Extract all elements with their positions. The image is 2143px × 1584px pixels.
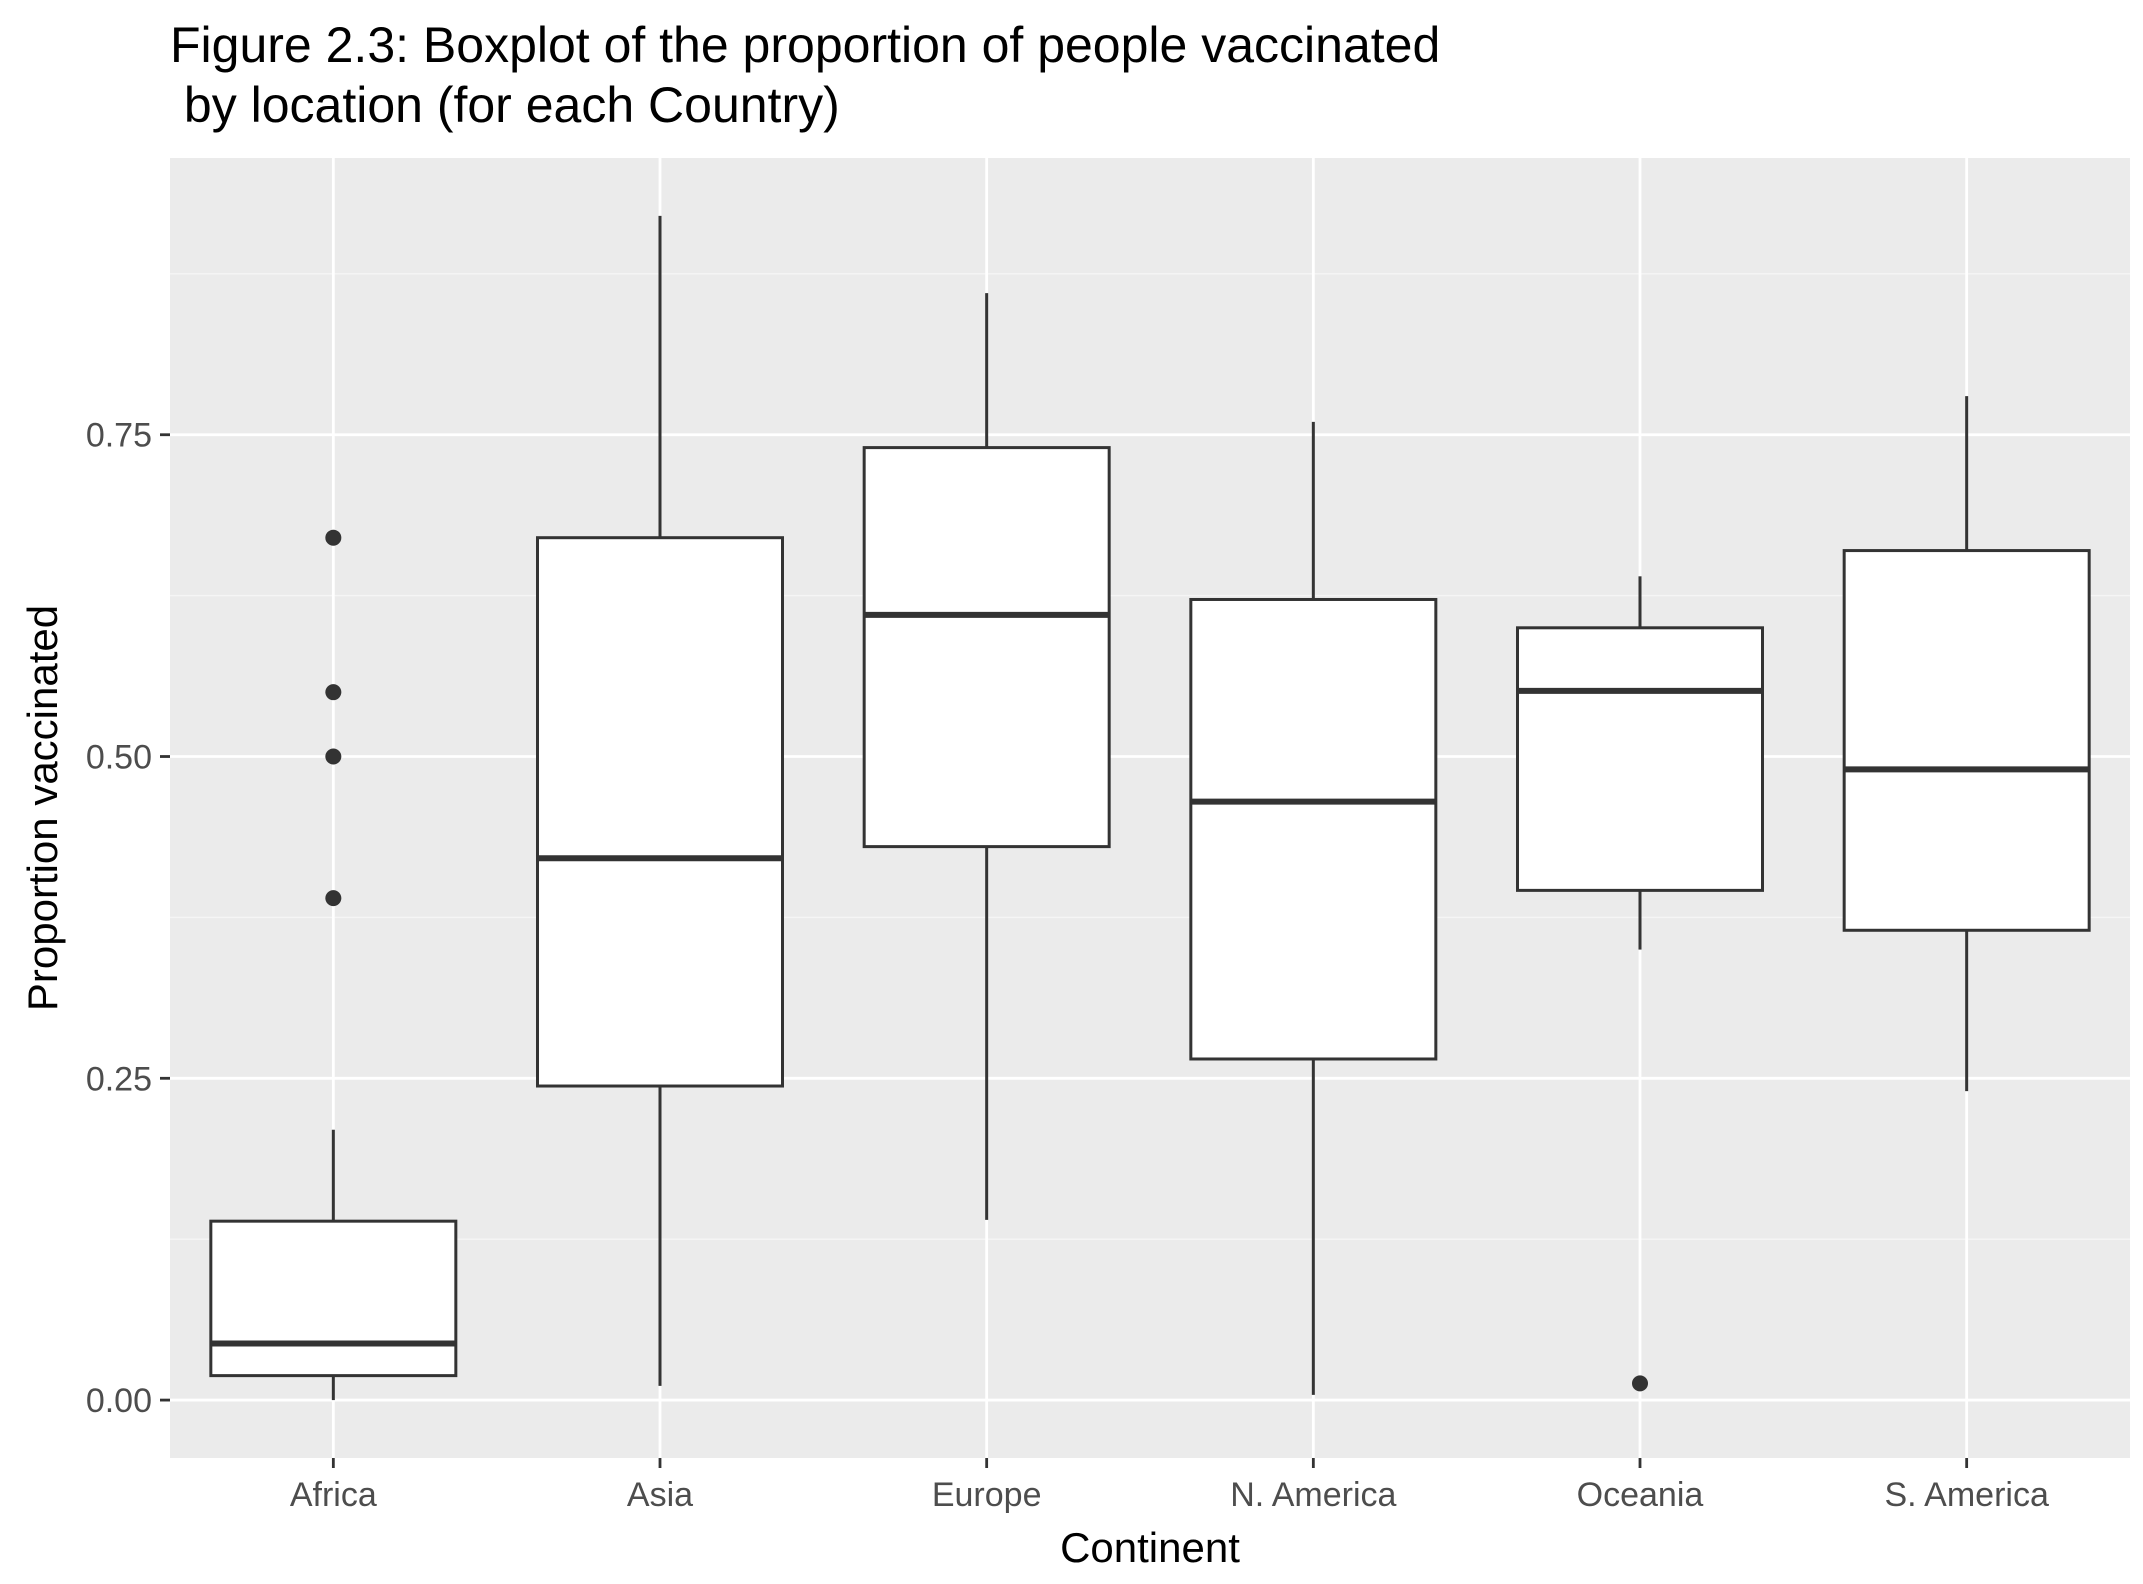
y-tick-label: 0.25 bbox=[86, 1060, 152, 1098]
y-tick-label: 0.75 bbox=[86, 417, 152, 455]
outlier-point-africa bbox=[325, 684, 342, 701]
x-tick-label: Asia bbox=[627, 1476, 693, 1514]
panel-background bbox=[170, 158, 2130, 1458]
chart-subtitle: by location (for each Country) bbox=[170, 77, 840, 133]
chart-title: Figure 2.3: Boxplot of the proportion of… bbox=[170, 17, 1440, 73]
outlier-point-africa bbox=[325, 529, 342, 546]
box-asia bbox=[536, 536, 784, 1088]
x-axis-title: Continent bbox=[1060, 1524, 1240, 1571]
y-tick-label: 0.00 bbox=[86, 1382, 152, 1420]
outlier-point-africa bbox=[325, 748, 342, 765]
x-tick-label: Oceania bbox=[1577, 1476, 1704, 1514]
x-tick-label: Europe bbox=[932, 1476, 1042, 1514]
box-n-america bbox=[1189, 597, 1438, 1061]
box-europe bbox=[862, 446, 1111, 849]
x-tick-label: Africa bbox=[290, 1476, 377, 1514]
box-oceania bbox=[1516, 626, 1764, 892]
box-africa bbox=[209, 1219, 458, 1378]
x-tick-label: S. America bbox=[1884, 1476, 2048, 1514]
box-s-america bbox=[1842, 549, 2091, 932]
y-tick-label: 0.50 bbox=[86, 739, 152, 777]
y-axis-title: Proportion vaccinated bbox=[19, 605, 66, 1011]
plot-area: 0.00 0.25 0.50 0.75 Africa Asia Europe N. Ameri… bbox=[86, 158, 2130, 1514]
x-tick-label: N. America bbox=[1230, 1476, 1396, 1514]
outlier-point-oceania bbox=[1632, 1375, 1648, 1392]
outlier-point-africa bbox=[325, 890, 342, 907]
